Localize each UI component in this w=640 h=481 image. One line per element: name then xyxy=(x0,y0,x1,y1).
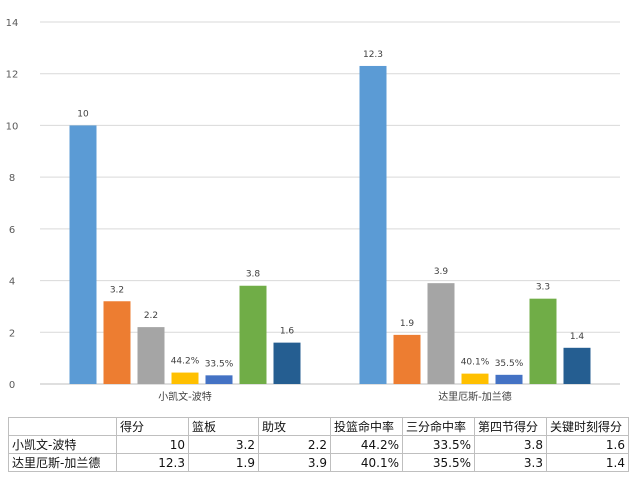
table-header-cell: 篮板 xyxy=(188,417,259,436)
table-cell: 10 xyxy=(116,435,189,454)
y-tick-label: 0 xyxy=(9,380,15,391)
bar xyxy=(393,334,421,384)
y-tick-label: 12 xyxy=(6,70,19,81)
data-label: 12.3 xyxy=(363,50,383,60)
table-header-cell: 三分命中率 xyxy=(402,417,475,436)
bar-chart: 0 2 4 6 8 10 12 14 10 3.2 2.2 44.2% 33.5% 3.8 1.6 小凯文-波… xyxy=(6,18,620,403)
table-header-cell: 助攻 xyxy=(258,417,331,436)
table-cell: 1.4 xyxy=(546,453,629,472)
bar xyxy=(239,285,267,384)
table-header-cell: 第四节得分 xyxy=(474,417,547,436)
table-row-name: 小凯文-波特 xyxy=(8,435,117,454)
table-cell: 44.2% xyxy=(330,435,403,454)
table-cell: 3.2 xyxy=(188,435,259,454)
bar xyxy=(563,347,591,384)
table-cell: 3.8 xyxy=(474,435,547,454)
table-cell: 2.2 xyxy=(258,435,331,454)
table-cell: 40.1% xyxy=(330,453,403,472)
data-table: 得分 篮板 助攻 投篮命中率 三分命中率 第四节得分 关键时刻得分 小凯文-波特… xyxy=(8,417,629,472)
x-category-label: 达里厄斯-加兰德 xyxy=(438,390,512,403)
bar xyxy=(495,374,523,384)
data-label: 33.5% xyxy=(205,359,234,369)
table-header-cell: 得分 xyxy=(116,417,189,436)
y-tick-label: 10 xyxy=(6,121,19,132)
table-cell: 3.9 xyxy=(258,453,331,472)
y-tick-label: 14 xyxy=(6,18,19,29)
data-label: 3.2 xyxy=(110,285,124,295)
data-label: 44.2% xyxy=(171,357,200,367)
data-label: 1.4 xyxy=(570,332,585,342)
table-cell: 12.3 xyxy=(116,453,189,472)
data-label: 10 xyxy=(77,109,89,119)
table-row: 小凯文-波特 10 3.2 2.2 44.2% 33.5% 3.8 1.6 xyxy=(8,435,629,454)
bar xyxy=(529,298,557,384)
data-label: 1.6 xyxy=(280,327,295,337)
table-corner-cell xyxy=(8,417,117,436)
data-label: 3.3 xyxy=(536,283,550,293)
bar xyxy=(205,375,233,384)
table-cell: 1.6 xyxy=(546,435,629,454)
bar xyxy=(171,372,199,384)
data-label: 2.2 xyxy=(144,311,158,321)
bar xyxy=(461,373,489,384)
table-cell: 35.5% xyxy=(402,453,475,472)
table-header-row: 得分 篮板 助攻 投篮命中率 三分命中率 第四节得分 关键时刻得分 xyxy=(8,417,629,436)
x-category-label: 小凯文-波特 xyxy=(158,390,212,403)
y-tick-label: 4 xyxy=(9,277,15,288)
bar xyxy=(137,327,165,384)
data-label: 40.1% xyxy=(461,358,490,368)
bar xyxy=(359,65,387,384)
bar xyxy=(427,283,455,384)
y-tick-label: 6 xyxy=(9,225,15,236)
table-cell: 3.3 xyxy=(474,453,547,472)
bar xyxy=(103,301,131,384)
table-header-cell: 关键时刻得分 xyxy=(546,417,629,436)
y-tick-label: 2 xyxy=(9,328,15,339)
data-label: 35.5% xyxy=(495,359,524,369)
data-label: 3.9 xyxy=(434,267,449,277)
table-cell: 33.5% xyxy=(402,435,475,454)
table-row: 达里厄斯-加兰德 12.3 1.9 3.9 40.1% 35.5% 3.3 1.… xyxy=(8,453,629,472)
bar xyxy=(273,342,301,384)
data-label: 3.8 xyxy=(246,270,261,280)
bar xyxy=(69,125,97,384)
table-cell: 1.9 xyxy=(188,453,259,472)
data-label: 1.9 xyxy=(400,319,415,329)
table-header-cell: 投篮命中率 xyxy=(330,417,403,436)
table-row-name: 达里厄斯-加兰德 xyxy=(8,453,117,472)
y-tick-label: 8 xyxy=(9,173,15,184)
